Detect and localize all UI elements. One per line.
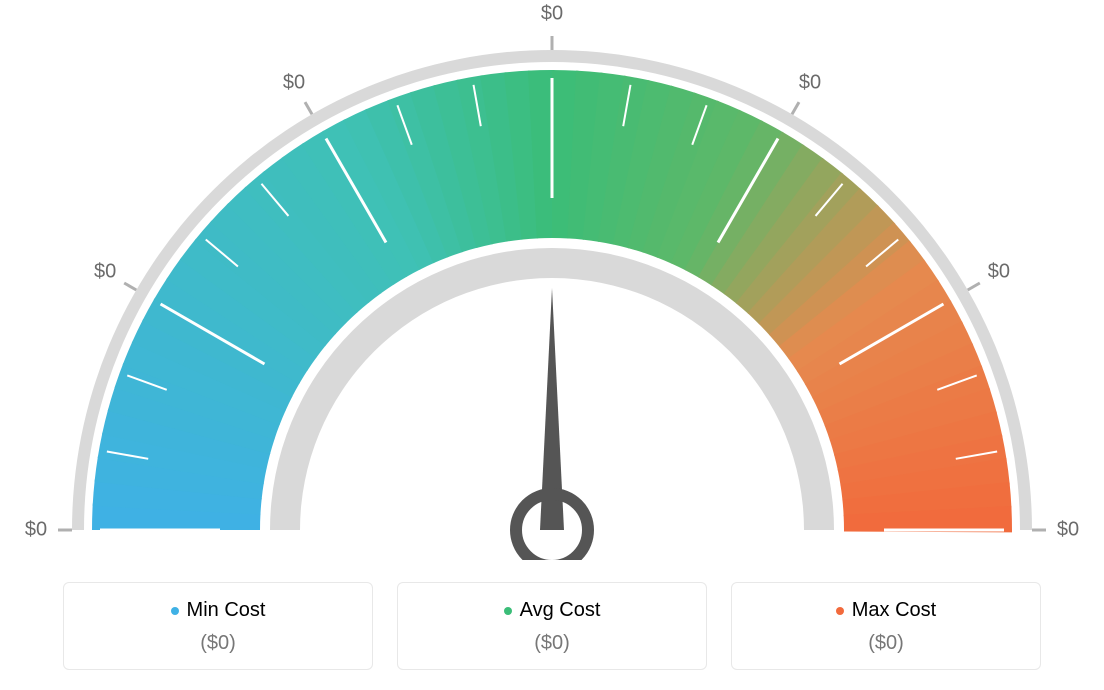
gauge-tick-label: $0 [25,519,47,542]
legend-value-min: ($0) [64,632,372,655]
gauge-tick-label: $0 [799,72,821,95]
gauge-tick-label: $0 [541,3,563,26]
legend-row: Min Cost ($0) Avg Cost ($0) Max Cost ($0… [0,582,1104,670]
cost-gauge-chart: $0 $0 $0 $0 $0 $0 $0 Min Cost ($0) Avg Cost ($… [0,0,1104,690]
legend-text-max: Max Cost [852,599,936,622]
gauge-area: $0 $0 $0 $0 $0 $0 $0 [0,0,1104,560]
gauge-tick-label: $0 [1057,519,1079,542]
legend-dot-avg [504,607,512,615]
legend-text-min: Min Cost [187,599,266,622]
legend-label-avg: Avg Cost [504,599,601,622]
legend-value-max: ($0) [732,632,1040,655]
legend-card-min: Min Cost ($0) [63,582,373,670]
legend-card-avg: Avg Cost ($0) [397,582,707,670]
gauge-tick-label: $0 [988,261,1010,284]
legend-text-avg: Avg Cost [520,599,601,622]
legend-card-max: Max Cost ($0) [731,582,1041,670]
gauge-tick-label: $0 [94,261,116,284]
legend-value-avg: ($0) [398,632,706,655]
legend-dot-max [836,607,844,615]
legend-label-min: Min Cost [171,599,266,622]
gauge-tick-label: $0 [283,72,305,95]
legend-dot-min [171,607,179,615]
gauge-svg [0,0,1104,560]
legend-label-max: Max Cost [836,599,936,622]
